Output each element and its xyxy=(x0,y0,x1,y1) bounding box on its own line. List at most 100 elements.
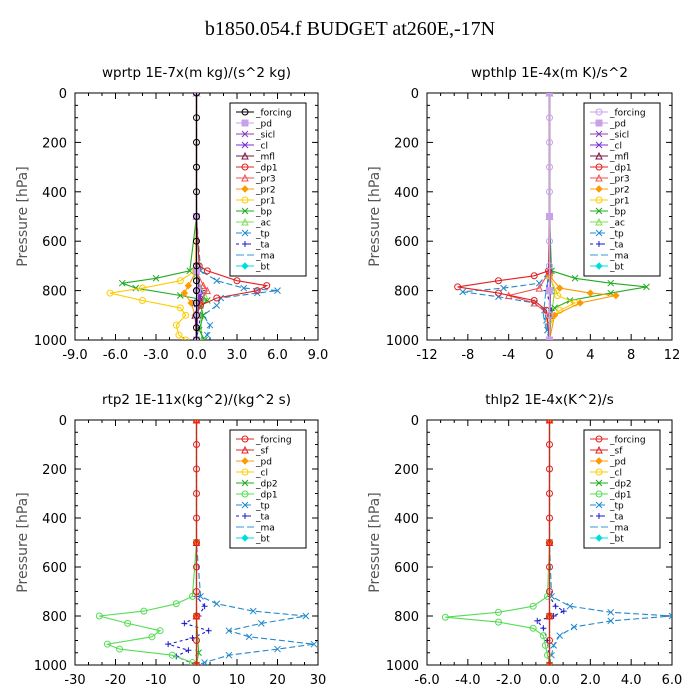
data-point xyxy=(176,304,184,312)
data-point xyxy=(546,612,553,620)
legend-label: _tp xyxy=(609,230,624,240)
data-point xyxy=(185,647,192,654)
y-tick-label: 600 xyxy=(394,235,419,250)
legend-label: _sicl xyxy=(609,131,629,141)
data-point xyxy=(139,296,146,304)
data-point xyxy=(193,114,200,122)
data-point xyxy=(576,299,584,307)
data-point xyxy=(546,441,553,448)
x-tick-label: -20 xyxy=(105,673,126,688)
legend-label: _ta xyxy=(609,513,624,523)
chart-title: wpthlp 1E-4x(m K)/s^2 xyxy=(471,65,628,81)
series-line xyxy=(109,93,198,340)
data-point xyxy=(193,612,200,620)
legend-label: _bt xyxy=(609,263,624,273)
data-point xyxy=(546,188,553,196)
data-point xyxy=(546,336,553,340)
y-tick-label: 800 xyxy=(394,285,419,300)
data-point xyxy=(193,588,200,595)
data-point xyxy=(529,602,537,610)
data-point xyxy=(152,274,160,282)
y-tick-label: 800 xyxy=(394,610,419,625)
data-point xyxy=(566,602,574,610)
data-point xyxy=(546,563,553,571)
x-tick-label: 30 xyxy=(310,673,327,688)
legend-marker xyxy=(241,185,249,193)
legend-marker xyxy=(241,163,249,171)
legend-marker xyxy=(595,185,603,193)
x-tick-label: 2.0 xyxy=(580,673,601,688)
x-tick-label: 10 xyxy=(229,673,246,688)
x-tick-label: 4.0 xyxy=(621,673,642,688)
legend-marker xyxy=(241,151,249,160)
data-point xyxy=(556,284,564,292)
data-point xyxy=(546,465,553,473)
x-tick-label: 12 xyxy=(664,348,681,363)
x-tick-label: 9.0 xyxy=(308,348,329,363)
data-point xyxy=(546,637,553,644)
series-forcing xyxy=(193,420,200,665)
legend-label: _ac xyxy=(609,219,625,229)
legend-label: _cl xyxy=(609,469,622,479)
y-tick-label: 600 xyxy=(42,235,67,250)
legend-marker xyxy=(241,445,249,454)
legend-label: _bt xyxy=(609,535,624,545)
data-point xyxy=(193,539,200,546)
legend-marker xyxy=(242,513,248,519)
chart-panel-3: rtp2 1E-11x(kg^2)/(kg^2 s) Pressure [hPa]… xyxy=(15,392,326,688)
legend-marker xyxy=(595,534,603,542)
legend-marker xyxy=(241,108,249,116)
data-point xyxy=(612,291,620,300)
plot-area xyxy=(441,420,672,665)
x-tick-label: -3.0 xyxy=(143,348,168,363)
series-line xyxy=(166,420,211,665)
x-tick-label: 0 xyxy=(192,673,200,688)
y-tick-label: 1000 xyxy=(386,334,419,349)
data-point xyxy=(494,608,502,616)
y-tick-label: 800 xyxy=(42,285,67,300)
y-axis-label: Pressure [hPa] xyxy=(15,166,31,266)
x-tick-label: -6.0 xyxy=(103,348,128,363)
legend-marker xyxy=(595,173,603,182)
legend-label: _bp xyxy=(609,208,626,218)
legend-marker xyxy=(595,435,603,443)
series-line xyxy=(195,93,269,340)
data-point xyxy=(534,617,541,624)
data-point xyxy=(139,284,146,292)
data-point xyxy=(197,593,204,600)
data-point xyxy=(274,287,281,294)
y-tick-label: 1000 xyxy=(34,659,67,674)
series-line xyxy=(122,93,209,340)
data-point xyxy=(188,592,196,600)
data-point xyxy=(494,277,502,285)
data-point xyxy=(546,311,553,319)
y-tick-label: 600 xyxy=(42,561,67,576)
legend: _forcing_pd_sicl_cl_mfl_dp1_pr3_pr2_pr1_… xyxy=(229,102,307,277)
data-point xyxy=(193,336,200,340)
y-axis-label: Pressure [hPa] xyxy=(15,492,31,592)
data-point xyxy=(257,619,265,627)
legend-label: _ac xyxy=(255,219,271,229)
legend-marker xyxy=(241,435,249,443)
legend-label: _ma xyxy=(609,524,629,534)
data-point xyxy=(193,237,200,245)
legend-marker xyxy=(241,490,249,498)
y-tick-label: 400 xyxy=(394,512,419,527)
data-point xyxy=(546,539,553,546)
data-point xyxy=(535,284,544,292)
series-line xyxy=(536,420,565,665)
legend-label: _bp xyxy=(255,208,272,218)
legend-marker xyxy=(595,445,603,454)
data-point xyxy=(571,274,579,282)
data-point xyxy=(193,213,200,220)
chart-title: rtp2 1E-11x(kg^2)/(kg^2 s) xyxy=(102,392,291,408)
legend-label: _ta xyxy=(609,241,624,251)
legend-label: _pd xyxy=(255,120,272,130)
data-point xyxy=(530,296,538,304)
legend-marker xyxy=(595,479,603,487)
legend-label: _forcing xyxy=(255,436,292,446)
chart-title: thlp2 1E-4x(K^2)/s xyxy=(485,392,614,408)
data-point xyxy=(302,612,310,620)
legend-label: _sicl xyxy=(255,131,275,141)
